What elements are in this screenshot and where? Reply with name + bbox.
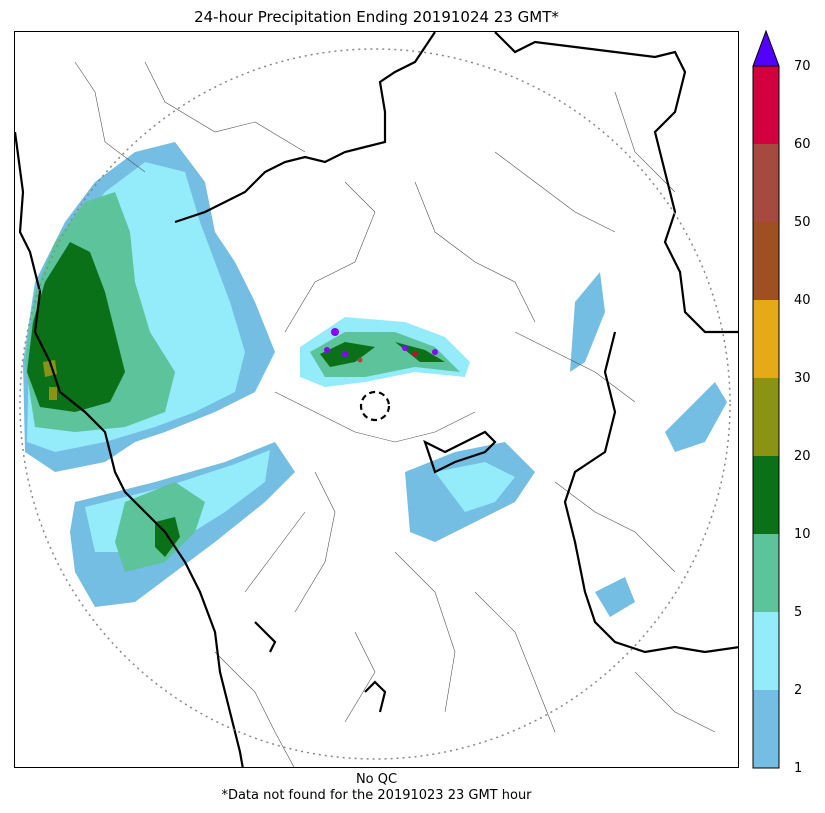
colorbar-outline bbox=[752, 65, 780, 769]
state-borders bbox=[15, 32, 738, 767]
precip-area-south-light bbox=[595, 577, 635, 617]
qc-status: No QC bbox=[355, 772, 398, 787]
radar-site-marker bbox=[359, 390, 391, 422]
colorbar-segment bbox=[753, 690, 779, 768]
colorbar-tick-label: 30 bbox=[794, 371, 811, 386]
district-lines bbox=[74, 61, 716, 767]
colorbar-tick-label: 50 bbox=[794, 215, 811, 230]
colorbar-tick-label: 5 bbox=[794, 605, 803, 620]
data-note: *Data not found for the 20191023 23 GMT … bbox=[221, 788, 532, 803]
colorbar-segments bbox=[753, 66, 779, 768]
colorbar-segment bbox=[753, 456, 779, 534]
colorbar-tick-label: 1 bbox=[794, 761, 803, 776]
precip-convective-cluster bbox=[300, 317, 470, 387]
colorbar-segment bbox=[753, 66, 779, 144]
colorbar-segment bbox=[753, 378, 779, 456]
colorbar-tick-label: 2 bbox=[794, 683, 803, 698]
range-ring bbox=[19, 48, 731, 760]
colorbar-extend-arrow bbox=[752, 30, 780, 67]
colorbar-tick-label: 10 bbox=[794, 527, 811, 542]
colorbar-segment bbox=[753, 300, 779, 378]
radar-map[interactable] bbox=[14, 31, 739, 768]
colorbar-tick-label: 70 bbox=[794, 59, 811, 74]
colorbar-tick-label: 60 bbox=[794, 137, 811, 152]
colorbar bbox=[752, 30, 780, 769]
colorbar-tick-label: 20 bbox=[794, 449, 811, 464]
precip-area-east-light bbox=[570, 272, 605, 372]
precip-layer bbox=[23, 142, 727, 617]
colorbar-segment bbox=[753, 612, 779, 690]
colorbar-segment bbox=[753, 534, 779, 612]
colorbar-tick-label: 40 bbox=[794, 293, 811, 308]
colorbar-segment bbox=[753, 144, 779, 222]
chart-title: 24-hour Precipitation Ending 20191024 23… bbox=[194, 8, 559, 26]
colorbar-segment bbox=[753, 222, 779, 300]
map-svg bbox=[15, 32, 738, 767]
precip-area-far-east-light bbox=[665, 382, 727, 452]
precip-area-central-cyan bbox=[435, 462, 515, 512]
